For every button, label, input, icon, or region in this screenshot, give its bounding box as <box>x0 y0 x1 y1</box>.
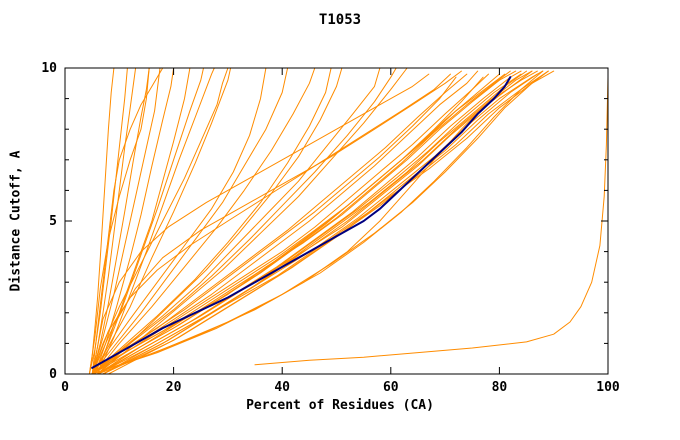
svg-text:5: 5 <box>49 214 57 229</box>
svg-text:100: 100 <box>596 380 620 395</box>
x-axis-label: Percent of Residues (CA) <box>246 398 434 413</box>
svg-text:10: 10 <box>41 61 57 76</box>
svg-text:20: 20 <box>166 380 182 395</box>
svg-text:0: 0 <box>49 367 57 382</box>
chart-title: T1053 <box>318 12 362 28</box>
svg-text:40: 40 <box>274 380 290 395</box>
svg-text:0: 0 <box>61 380 69 395</box>
svg-text:60: 60 <box>383 380 399 395</box>
svg-text:80: 80 <box>492 380 508 395</box>
